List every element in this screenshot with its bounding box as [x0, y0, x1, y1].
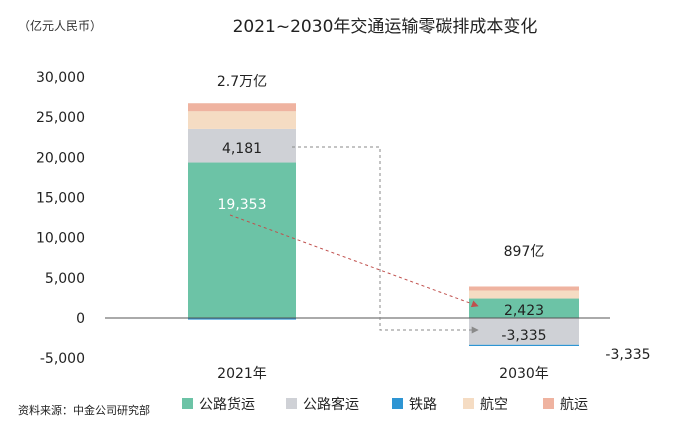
- legend-label: 航运: [560, 397, 588, 413]
- category-label-2030: 2030年: [499, 366, 549, 382]
- bar-segment: [469, 298, 579, 318]
- bar-segment: [188, 128, 296, 163]
- y-tick-label: 30,000: [36, 70, 85, 86]
- chart-title: 2021~2030年交通运输零碳排成本变化: [233, 17, 538, 37]
- source-note: 资料来源：中金公司研究部: [18, 403, 150, 417]
- legend: 公路货运 公路客运 铁路 航空 航运: [182, 396, 588, 413]
- bar-segment: [188, 162, 296, 318]
- legend-swatch: [392, 398, 403, 409]
- legend-swatch: [543, 398, 554, 409]
- bar2-freight-label: 2,423: [504, 303, 544, 319]
- legend-swatch: [182, 398, 193, 409]
- bar-segment: [469, 318, 579, 345]
- legend-label: 公路货运: [199, 396, 255, 413]
- bar-segments: [188, 103, 579, 346]
- legend-swatch: [286, 398, 297, 409]
- bar-segment: [469, 290, 579, 299]
- bar-segment: [469, 286, 579, 291]
- legend-swatch: [463, 398, 474, 409]
- category-label-2021: 2021年: [217, 366, 267, 382]
- bar-segment: [188, 111, 296, 129]
- passenger-change-arrow: [292, 146, 479, 334]
- y-tick-label: 15,000: [36, 191, 85, 207]
- bar-segment: [188, 318, 296, 320]
- bar-segment: [469, 344, 579, 346]
- bar2-passenger-label: -3,335: [501, 328, 546, 344]
- legend-label: 航空: [480, 397, 508, 413]
- y-tick-label: 20,000: [36, 150, 85, 166]
- y-tick-label: 10,000: [36, 231, 85, 247]
- y-unit-label: （亿元人民币）: [18, 18, 102, 33]
- bar1-passenger-label: 4,181: [222, 141, 262, 157]
- y-axis: 30,000 25,000 20,000 15,000 10,000 5,000 0 -5,0…: [36, 70, 85, 367]
- bar2-total-label: 897亿: [504, 244, 545, 260]
- bar1-total-label: 2.7万亿: [217, 74, 267, 90]
- legend-label: 公路客运: [303, 396, 359, 413]
- y-tick-label: -5,000: [40, 351, 85, 367]
- y-tick-label: 0: [76, 311, 85, 327]
- y-tick-label: 25,000: [36, 110, 85, 126]
- bar2-outside-label: -3,335: [605, 347, 650, 363]
- bar1-freight-label: 19,353: [218, 197, 267, 213]
- legend-label: 铁路: [409, 397, 437, 413]
- y-tick-label: 5,000: [45, 271, 85, 287]
- bar-segment: [188, 103, 296, 112]
- freight-change-arrow: [229, 214, 479, 308]
